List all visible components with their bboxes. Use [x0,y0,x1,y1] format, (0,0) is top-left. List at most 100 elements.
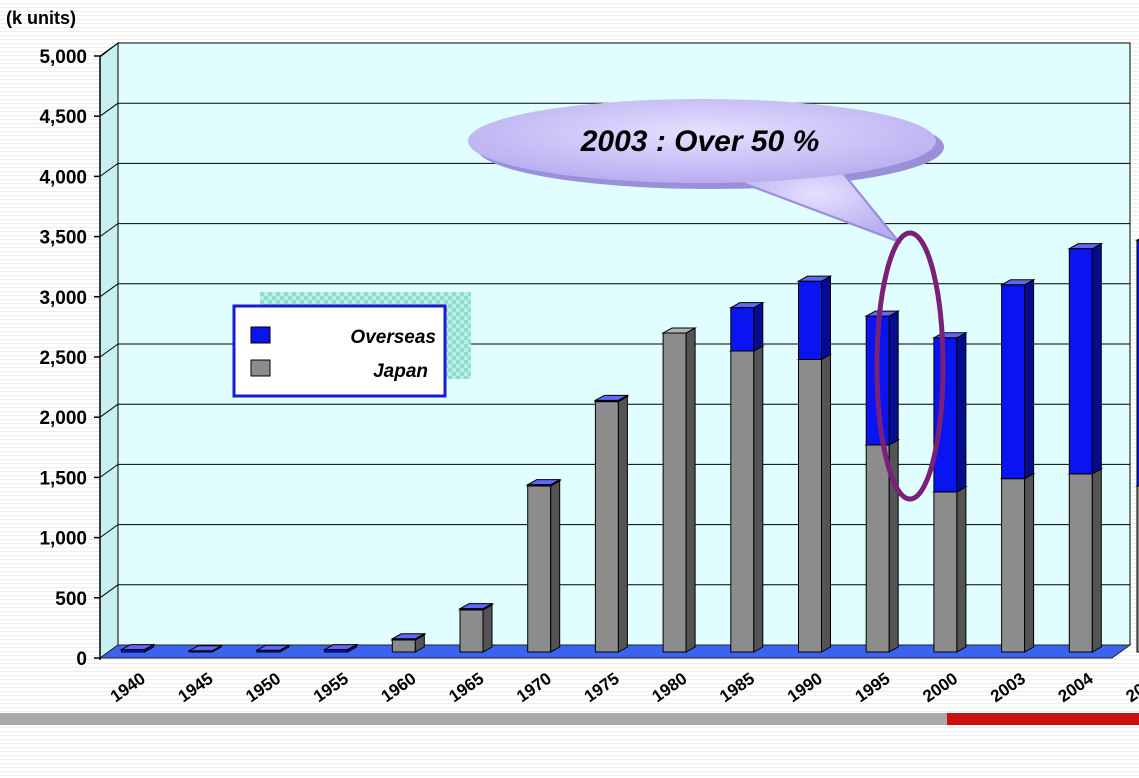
bar-side [821,353,831,653]
bar-front [1068,473,1093,653]
bar-side [1024,278,1035,480]
y-tick-label: 1,000 [39,529,87,550]
y-tick-label: 3,000 [39,288,87,309]
bar-japan-2000 [931,486,968,653]
bottom-bar-red [947,713,1139,725]
bar-japan-1965 [458,604,494,653]
bar-overseas-1975 [593,394,630,403]
bar-japan-1980 [661,327,698,653]
bar-top [458,603,494,610]
y-tick-label: 2,500 [39,348,87,369]
bottom-bar-gray [0,713,947,725]
bar-front [865,444,890,653]
bar-side [753,345,764,653]
y-tick-label: 5,000 [39,47,87,68]
bar-top [525,479,562,486]
x-tick-label-1980: 1980 [649,669,691,706]
y-tick-label: 2,000 [39,408,87,429]
bar-front [1136,239,1139,487]
bar-overseas-1960 [390,632,427,641]
x-tick-label-1960: 1960 [378,669,420,706]
bar-overseas-1950 [254,644,291,653]
callout-tail [738,165,895,239]
bar-front [933,491,958,653]
legend-swatch-japan [250,359,271,377]
y-tick-label: 1,500 [39,468,87,489]
callout-text: 2003 : Over 50 % [580,125,820,158]
bar-overseas-2003 [999,278,1036,480]
bar-overseas-2004 [1067,242,1104,475]
x-tick-label-1995: 1995 [852,669,894,706]
grid-line-side [99,463,119,478]
bar-overseas-1965 [458,602,494,611]
bar-top [390,633,427,640]
bar-japan-1990 [796,353,833,653]
bar-side [956,486,967,653]
bar-japan-2004 [1067,467,1104,653]
x-tick-label-1955: 1955 [310,669,352,706]
legend-box [232,304,447,398]
bar-japan-2003 [999,472,1036,653]
bar-side [685,327,696,653]
legend-swatch-overseas [250,326,271,344]
x-tick-label-1965: 1965 [445,669,487,706]
callout: 2003 : Over 50 % [468,99,944,244]
bar-front [730,350,755,653]
bar-top [661,327,698,334]
x-tick-label-1940: 1940 [107,669,149,706]
bar-front [391,639,416,653]
bar-top [1067,243,1104,250]
y-tick-label: 4,000 [39,167,87,188]
bar-front [1068,248,1093,475]
bar-overseas-1940 [119,643,156,653]
x-tick-label-2000: 2000 [919,669,961,706]
bar-top [322,644,359,651]
x-axis-ticks: 1940 1945 1950 1955 1960 1965 1970 1975 1980 1985… [107,669,1139,707]
bar-front [798,358,822,653]
grid-line-side [99,283,119,298]
y-tick-label: 4,500 [39,107,87,128]
bars [119,238,1139,653]
bar-japan-1985 [728,345,765,653]
bar-top [119,644,156,651]
bar-front [527,485,552,653]
grid-line-side [99,403,119,418]
bar-front [1136,485,1139,653]
bar-side [888,310,899,446]
grid-line-side [99,524,119,539]
bar-side [1024,472,1035,653]
bar-side [956,331,967,493]
bar-japan-1995 [864,439,901,653]
grid-line-side [99,42,119,57]
x-tick-label-2003: 2003 [987,669,1029,706]
bar-front [459,609,484,653]
bar-overseas-1945 [187,644,224,653]
x-tick-label-1975: 1975 [581,669,623,706]
grid-line-side [99,162,119,177]
x-tick-label-1985: 1985 [716,669,758,706]
x-tick-label-1950: 1950 [242,669,284,706]
x-tick-label-1970: 1970 [513,669,555,706]
y-tick-label: 3,500 [39,228,87,249]
bar-overseas-1970 [525,478,562,487]
bar-front [662,332,687,653]
bar-overseas-1985 [728,301,765,352]
bar-top [796,275,833,282]
grid-line-side [99,584,119,599]
bar-side [1091,467,1102,653]
bar-top [254,644,291,651]
bar-front [1001,478,1026,653]
y-tick-label: 0 [76,649,87,670]
bar-front [1001,284,1026,480]
grid-line-side [99,102,119,117]
x-tick-label-2005: 2005 [1122,669,1139,706]
bar-top [187,645,224,652]
bar-side [550,479,561,653]
bar-front [594,401,619,653]
x-tick-label-1945: 1945 [175,669,217,706]
y-axis-ticks: 0 500 1,000 1,500 2,000 2,500 3,000 3,500 4,000 4… [39,47,100,670]
bar-side [821,275,831,361]
legend-label-japan: Japan [373,361,428,382]
x-tick-label-2004: 2004 [1055,669,1097,707]
